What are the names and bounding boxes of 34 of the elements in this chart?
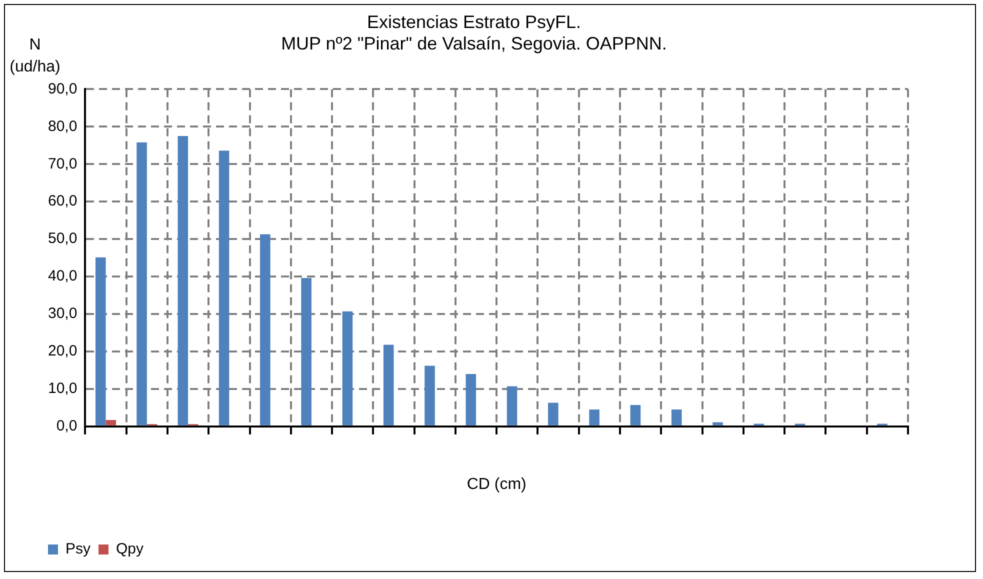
bar [342,311,353,426]
bar [106,420,116,426]
bar [466,374,476,426]
y-tick-label: 0,0 [56,418,78,435]
y-tick-label: 10,0 [48,380,78,398]
text: MUP nº2 "Pinar" de Valsaín, Segovia. OAPPNN. [281,33,667,54]
text: Existencias Estrato PsyFL. [366,12,582,32]
bar [218,150,230,426]
bar [260,234,270,426]
bar [671,410,682,426]
bar [589,410,600,426]
y-tick-label: 90,0 [48,80,78,98]
y-tick-label: 60,0 [48,192,78,210]
y-tick-label: 20,0 [48,342,78,360]
bar [506,386,518,426]
y-tick-label: 50,0 [48,230,78,248]
bar [301,278,312,426]
legend-label: Psy [66,540,92,558]
y-tick-label: 70,0 [48,155,78,172]
y-tick-label: 30,0 [48,305,78,322]
bar [383,344,394,426]
bar [95,257,106,426]
bar [136,142,147,426]
bar [548,402,558,426]
bar [712,422,723,426]
bar [178,136,188,426]
legend-label: Qpy [116,540,144,558]
x-axis-title: CD (cm) [466,476,526,493]
text: (ud/ha) [10,58,60,76]
text: N [29,36,41,54]
y-tick-label: 80,0 [48,118,78,135]
y-tick-label: 40,0 [48,268,78,285]
bar [424,366,435,426]
bar [630,405,641,426]
